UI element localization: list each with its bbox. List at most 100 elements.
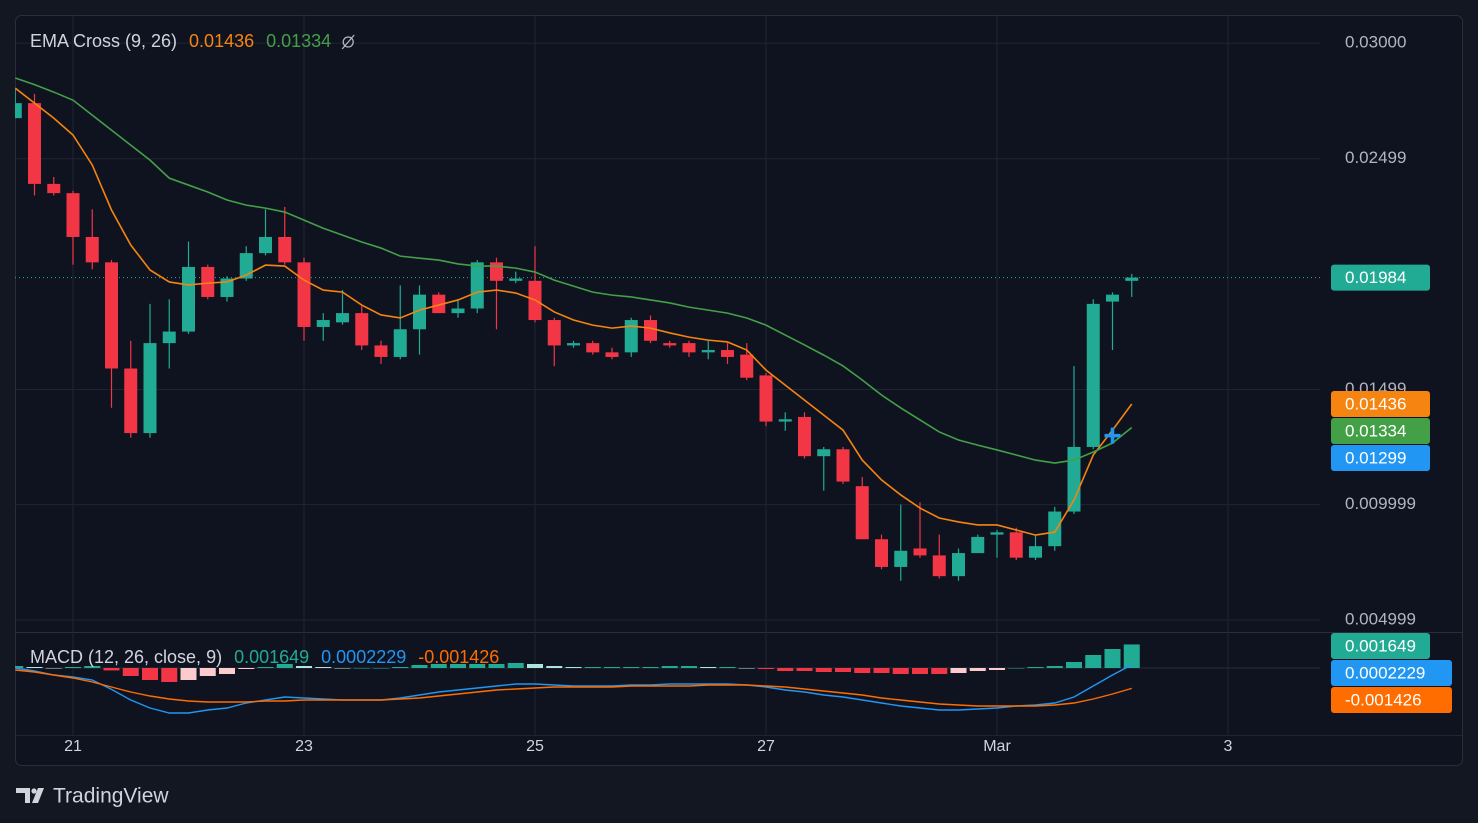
histogram-bar xyxy=(661,666,678,668)
candle-body xyxy=(316,320,330,327)
signal-value-label-box xyxy=(1331,687,1452,713)
histogram-bar xyxy=(989,668,1005,670)
histogram-bar xyxy=(950,668,967,673)
candle-body xyxy=(1048,511,1062,547)
histogram-bar xyxy=(430,664,447,668)
candle-body xyxy=(586,343,600,353)
histogram-bar xyxy=(873,668,890,673)
candle-body xyxy=(567,343,580,346)
candle-body xyxy=(1029,546,1042,558)
candle-body xyxy=(605,352,619,357)
histogram-bar xyxy=(835,668,851,672)
candle-body xyxy=(297,262,311,327)
histogram-bar xyxy=(546,666,563,668)
histogram-bar xyxy=(912,668,928,674)
logo-mark xyxy=(32,788,44,803)
legends: EMA Cross (9, 26) 0.01436 0.01334 MACD (12,… xyxy=(30,31,499,667)
indicator-title: EMA Cross (9, 26) xyxy=(30,31,177,51)
histogram-bar xyxy=(15,666,24,668)
candle-body xyxy=(470,262,484,309)
candle-body xyxy=(336,313,349,323)
candle-body xyxy=(143,343,157,434)
candle-body xyxy=(721,350,734,357)
histogram-bar xyxy=(1104,649,1121,668)
histogram-bar xyxy=(1123,644,1140,668)
histogram-bar xyxy=(604,667,620,668)
histogram-bar xyxy=(238,668,255,669)
candle-body xyxy=(817,449,831,457)
logo-mark xyxy=(16,788,30,803)
candle-body xyxy=(374,345,388,357)
histogram-bar xyxy=(1066,662,1082,668)
signal-line xyxy=(15,669,1132,707)
candle-body xyxy=(952,553,965,577)
histogram-bar xyxy=(26,667,43,668)
candle-body xyxy=(66,193,80,237)
ema-line xyxy=(15,87,1133,536)
histogram-bar xyxy=(700,667,717,668)
candle-body xyxy=(624,320,638,353)
last-price-label: 0.01984 xyxy=(1345,268,1406,287)
x-tick-label: Mar xyxy=(983,738,1011,755)
candle-body xyxy=(182,266,195,332)
candle-body xyxy=(451,308,465,314)
x-tick-label: 27 xyxy=(757,738,775,755)
histogram-bar xyxy=(84,666,101,668)
ema-value-label-box xyxy=(1331,391,1430,418)
histogram-bar xyxy=(527,664,543,668)
histogram-bar xyxy=(623,667,640,668)
brand-logo: TradingView xyxy=(16,785,169,808)
histogram-bar xyxy=(584,667,601,668)
histogram-bar xyxy=(469,664,486,668)
histogram-bar xyxy=(334,668,351,669)
histogram-bar xyxy=(122,668,139,676)
hide-icon xyxy=(341,34,355,50)
histogram-bar xyxy=(257,667,274,668)
ema-value-label: 0.01436 xyxy=(1345,395,1406,414)
histogram-bar xyxy=(296,666,312,668)
ema-line xyxy=(15,77,1133,464)
x-tick-label: 25 xyxy=(526,738,544,755)
histogram-bar xyxy=(815,668,832,672)
candle-body xyxy=(15,103,22,119)
candle-body xyxy=(913,548,927,556)
histogram-bar xyxy=(681,666,697,668)
legend-value: 0.01436 xyxy=(189,31,254,51)
macd-line xyxy=(15,664,1133,714)
histogram-bar xyxy=(65,667,81,668)
histogram-bar xyxy=(777,668,794,671)
histogram-bar xyxy=(565,667,582,668)
brand-name: TradingView xyxy=(53,785,169,808)
candle-body xyxy=(740,354,754,378)
candle-body xyxy=(47,183,61,194)
candle-body xyxy=(701,350,715,353)
histogram-bar xyxy=(969,668,986,671)
histogram-bar xyxy=(642,667,659,668)
candle-body xyxy=(875,539,888,567)
candle-body xyxy=(259,236,272,254)
x-tick-label: 23 xyxy=(295,738,313,755)
macd-value-label-box xyxy=(1331,660,1452,686)
y-tick-label: 0.03000 xyxy=(1345,33,1406,52)
histogram-bar xyxy=(1046,666,1063,668)
candle-body xyxy=(990,532,1004,535)
candle-body xyxy=(1086,303,1100,447)
hide-icon xyxy=(342,36,354,48)
candle-body xyxy=(124,368,138,434)
histogram-bar xyxy=(796,668,813,671)
candle-body xyxy=(798,416,811,457)
candle-body xyxy=(1106,294,1119,302)
candle-body xyxy=(759,375,773,422)
histogram-bar xyxy=(353,668,370,669)
macd-pane xyxy=(15,644,1320,714)
histogram-bar xyxy=(276,664,293,668)
legend-value: 0.01334 xyxy=(266,31,331,51)
histogram-bar xyxy=(219,668,235,674)
candle-body xyxy=(239,253,253,279)
candle-body xyxy=(393,329,407,357)
candle-body xyxy=(278,236,292,263)
y-tick-label: 0.009999 xyxy=(1345,494,1416,513)
signal-value-label: -0.001426 xyxy=(1345,690,1422,709)
candle-body xyxy=(201,266,215,297)
